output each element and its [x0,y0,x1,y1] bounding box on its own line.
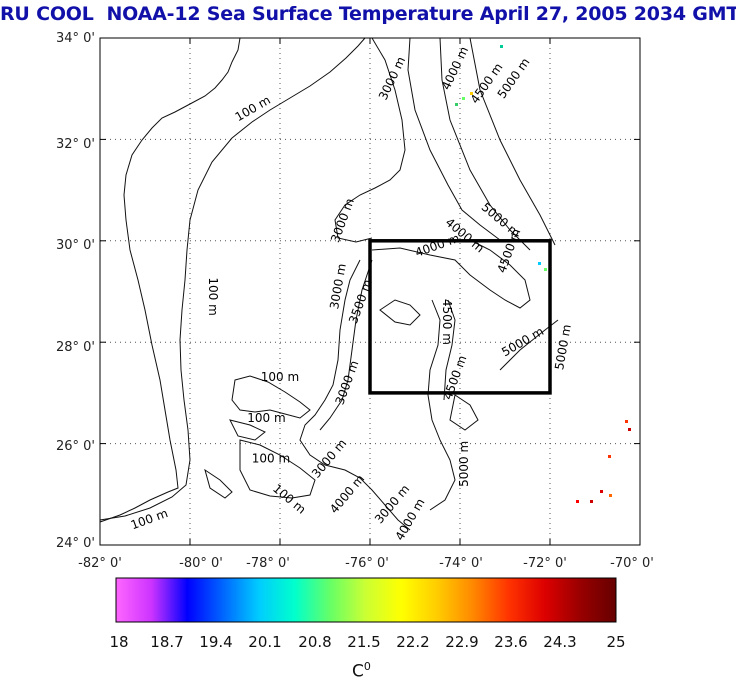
contour-line [299,259,411,531]
lat-label-34: 34° 0' [55,31,95,46]
contour-label: 100 m [252,451,290,465]
lon-label-82: -82° 0' [78,556,122,571]
contour-label: 100 m [206,277,220,315]
contour-label: 3000 m [328,196,357,244]
contour-label: 100 m [270,481,308,516]
contour-line [429,439,456,511]
map-title: RU COOL NOAA-12 Sea Surface Temperature … [0,3,736,25]
lat-label-28: 28° 0' [55,340,95,355]
sst-pixels [455,45,631,503]
sst-pixel [500,45,503,48]
contour-label: 3000 m [376,55,408,103]
sst-pixel [600,490,603,493]
contour-label: 4000 m [327,472,367,516]
contour-line [443,299,456,401]
sst-pixel [455,103,458,106]
colorbar [115,577,617,623]
lat-label-24: 24° 0' [55,536,95,551]
contour-label: 100 m [233,93,273,124]
contour-label: 3000 m [327,262,349,310]
contour-label: 5000 m [495,55,533,101]
contour-line [229,419,266,441]
colorbar-tick-10: 25 [606,633,626,651]
colorbar-tick-5: 21.5 [347,633,381,651]
lon-label-78: -78° 0' [246,556,290,571]
lon-label-80: -80° 0' [179,556,223,571]
colorbar-tick-2: 19.4 [199,633,233,651]
map-frame [99,37,641,546]
lon-label-72: -72° 0' [523,556,567,571]
contour-line [439,37,531,251]
contour-label: 4500 m [440,299,454,345]
contour-line [99,37,241,523]
sst-pixel [544,268,547,271]
contour-label: 5000 m [457,441,471,487]
colorbar-unit: C0 [352,660,371,682]
bathymetry-contours [99,37,559,531]
contour-line [99,37,366,521]
lon-label-74: -74° 0' [439,556,483,571]
colorbar-tick-1: 18.7 [150,633,184,651]
title-source: RU COOL [0,3,94,25]
sst-pixel [462,97,465,100]
contour-label: 5000 m [499,324,546,359]
colorbar-tick-8: 23.6 [494,633,528,651]
contour-label: 5000 m [552,323,574,371]
lat-label-32: 32° 0' [55,137,95,152]
sst-pixel [628,428,631,431]
contour-line [371,239,531,309]
contour-line [334,37,406,243]
contour-line [319,259,373,431]
lon-label-70: -70° 0' [610,556,654,571]
lat-label-30: 30° 0' [55,238,95,253]
contour-line [204,468,233,499]
contour-label: 4000 m [413,231,461,260]
contour-line [231,375,311,419]
colorbar-tick-3: 20.1 [248,633,282,651]
contour-line [427,299,441,441]
contour-label: 4500 m [495,227,524,275]
contour-line [239,439,316,499]
contour-label: 100 m [261,370,299,384]
contour-label: 100 m [129,506,170,532]
contour-line [449,394,479,431]
sst-pixel [625,420,628,423]
unit-text: C [352,661,364,682]
study-area-box [368,239,552,395]
unit-superscript: 0 [363,660,371,673]
contour-line [379,299,421,326]
sst-pixel [538,262,541,265]
colorbar-tick-6: 22.2 [396,633,430,651]
contour-labels: 100 m 100 m 100 m 100 m 100 m 100 m 100 m 3000 … [129,44,574,542]
sst-pixel [470,92,473,95]
contour-label: 100 m [247,411,285,425]
lon-label-76: -76° 0' [345,556,389,571]
sst-pixel [608,455,611,458]
colorbar-tick-0: 18 [109,633,129,651]
colorbar-tick-7: 22.9 [445,633,479,651]
contour-line [407,37,501,241]
colorbar-tick-9: 24.3 [543,633,577,651]
contour-line [469,37,556,246]
lat-label-26: 26° 0' [55,439,95,454]
sst-pixel [590,500,593,503]
contour-label: 4000 m [439,44,471,92]
sst-pixel [576,500,579,503]
sst-pixel [609,494,612,497]
contour-label: 4500 m [468,60,506,106]
colorbar-tick-4: 20.8 [298,633,332,651]
title-main: NOAA-12 Sea Surface Temperature April 27… [106,3,736,25]
